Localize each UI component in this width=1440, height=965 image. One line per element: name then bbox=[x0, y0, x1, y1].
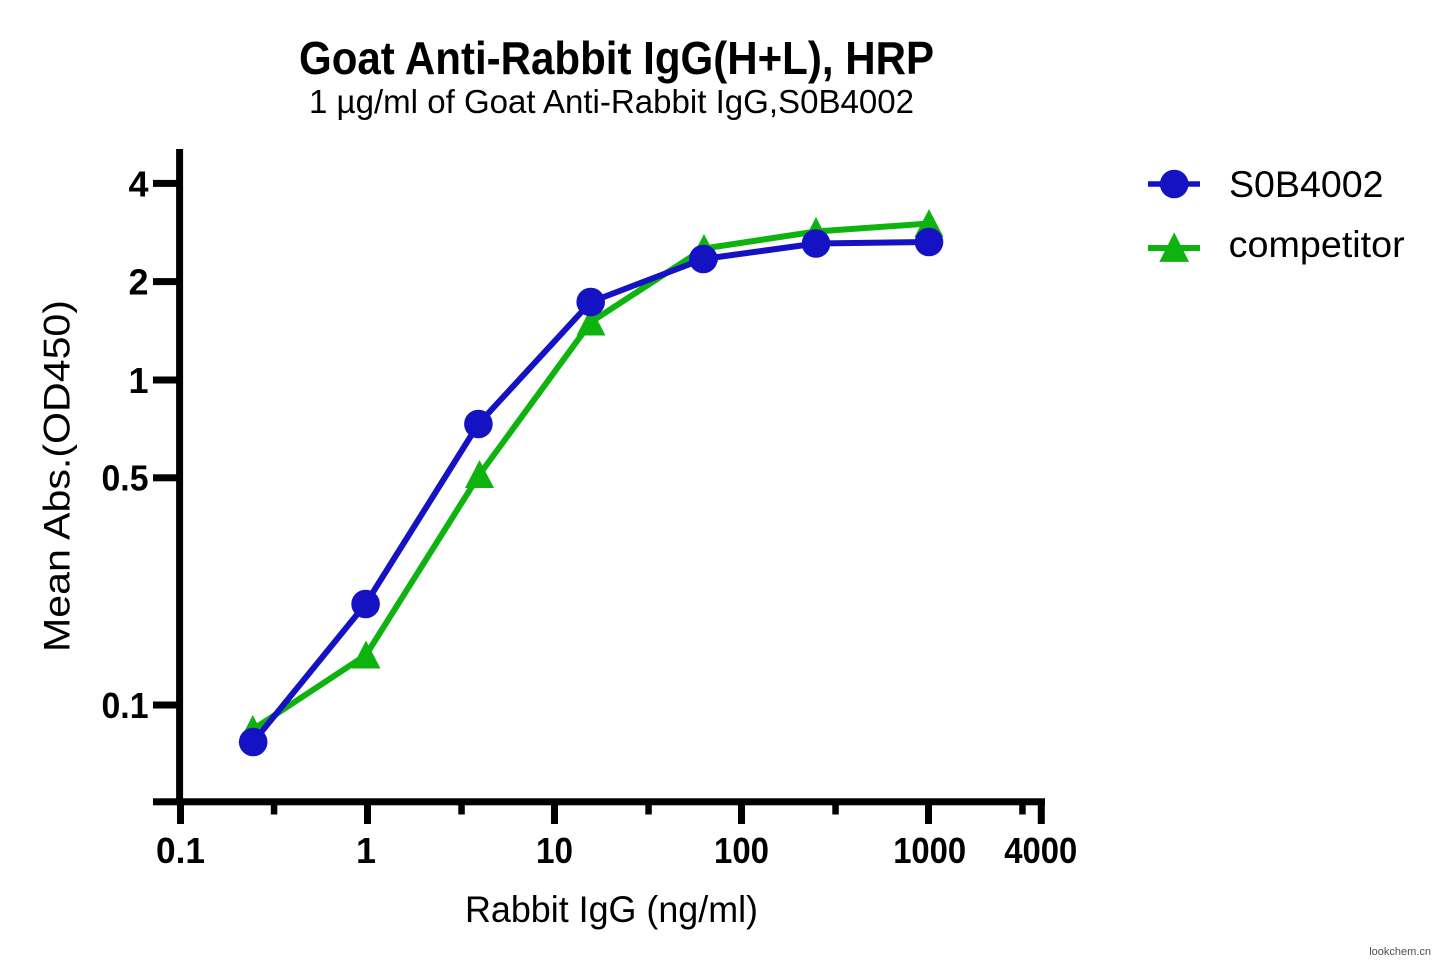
svg-text:100: 100 bbox=[714, 830, 769, 871]
svg-text:Goat Anti-Rabbit IgG(H+L), HRP: Goat Anti-Rabbit IgG(H+L), HRP bbox=[299, 32, 934, 84]
svg-text:10: 10 bbox=[536, 830, 573, 871]
svg-text:0.5: 0.5 bbox=[102, 458, 149, 499]
svg-text:0.1: 0.1 bbox=[102, 685, 149, 726]
svg-text:0.1: 0.1 bbox=[156, 830, 205, 871]
svg-text:Rabbit IgG (ng/ml): Rabbit IgG (ng/ml) bbox=[465, 888, 758, 930]
svg-text:1000: 1000 bbox=[893, 830, 966, 871]
svg-text:lookchem.cn: lookchem.cn bbox=[1369, 946, 1431, 958]
svg-text:2: 2 bbox=[128, 262, 148, 303]
svg-text:1: 1 bbox=[128, 360, 148, 401]
svg-text:4: 4 bbox=[128, 163, 148, 204]
svg-text:S0B4002: S0B4002 bbox=[1229, 163, 1384, 205]
svg-text:competitor: competitor bbox=[1229, 223, 1405, 265]
svg-text:4000: 4000 bbox=[1004, 830, 1077, 871]
svg-text:1 µg/ml of Goat Anti-Rabbit Ig: 1 µg/ml of Goat Anti-Rabbit IgG,S0B4002 bbox=[309, 84, 914, 121]
svg-text:Mean Abs.(OD450): Mean Abs.(OD450) bbox=[36, 300, 78, 652]
svg-text:1: 1 bbox=[356, 830, 376, 871]
